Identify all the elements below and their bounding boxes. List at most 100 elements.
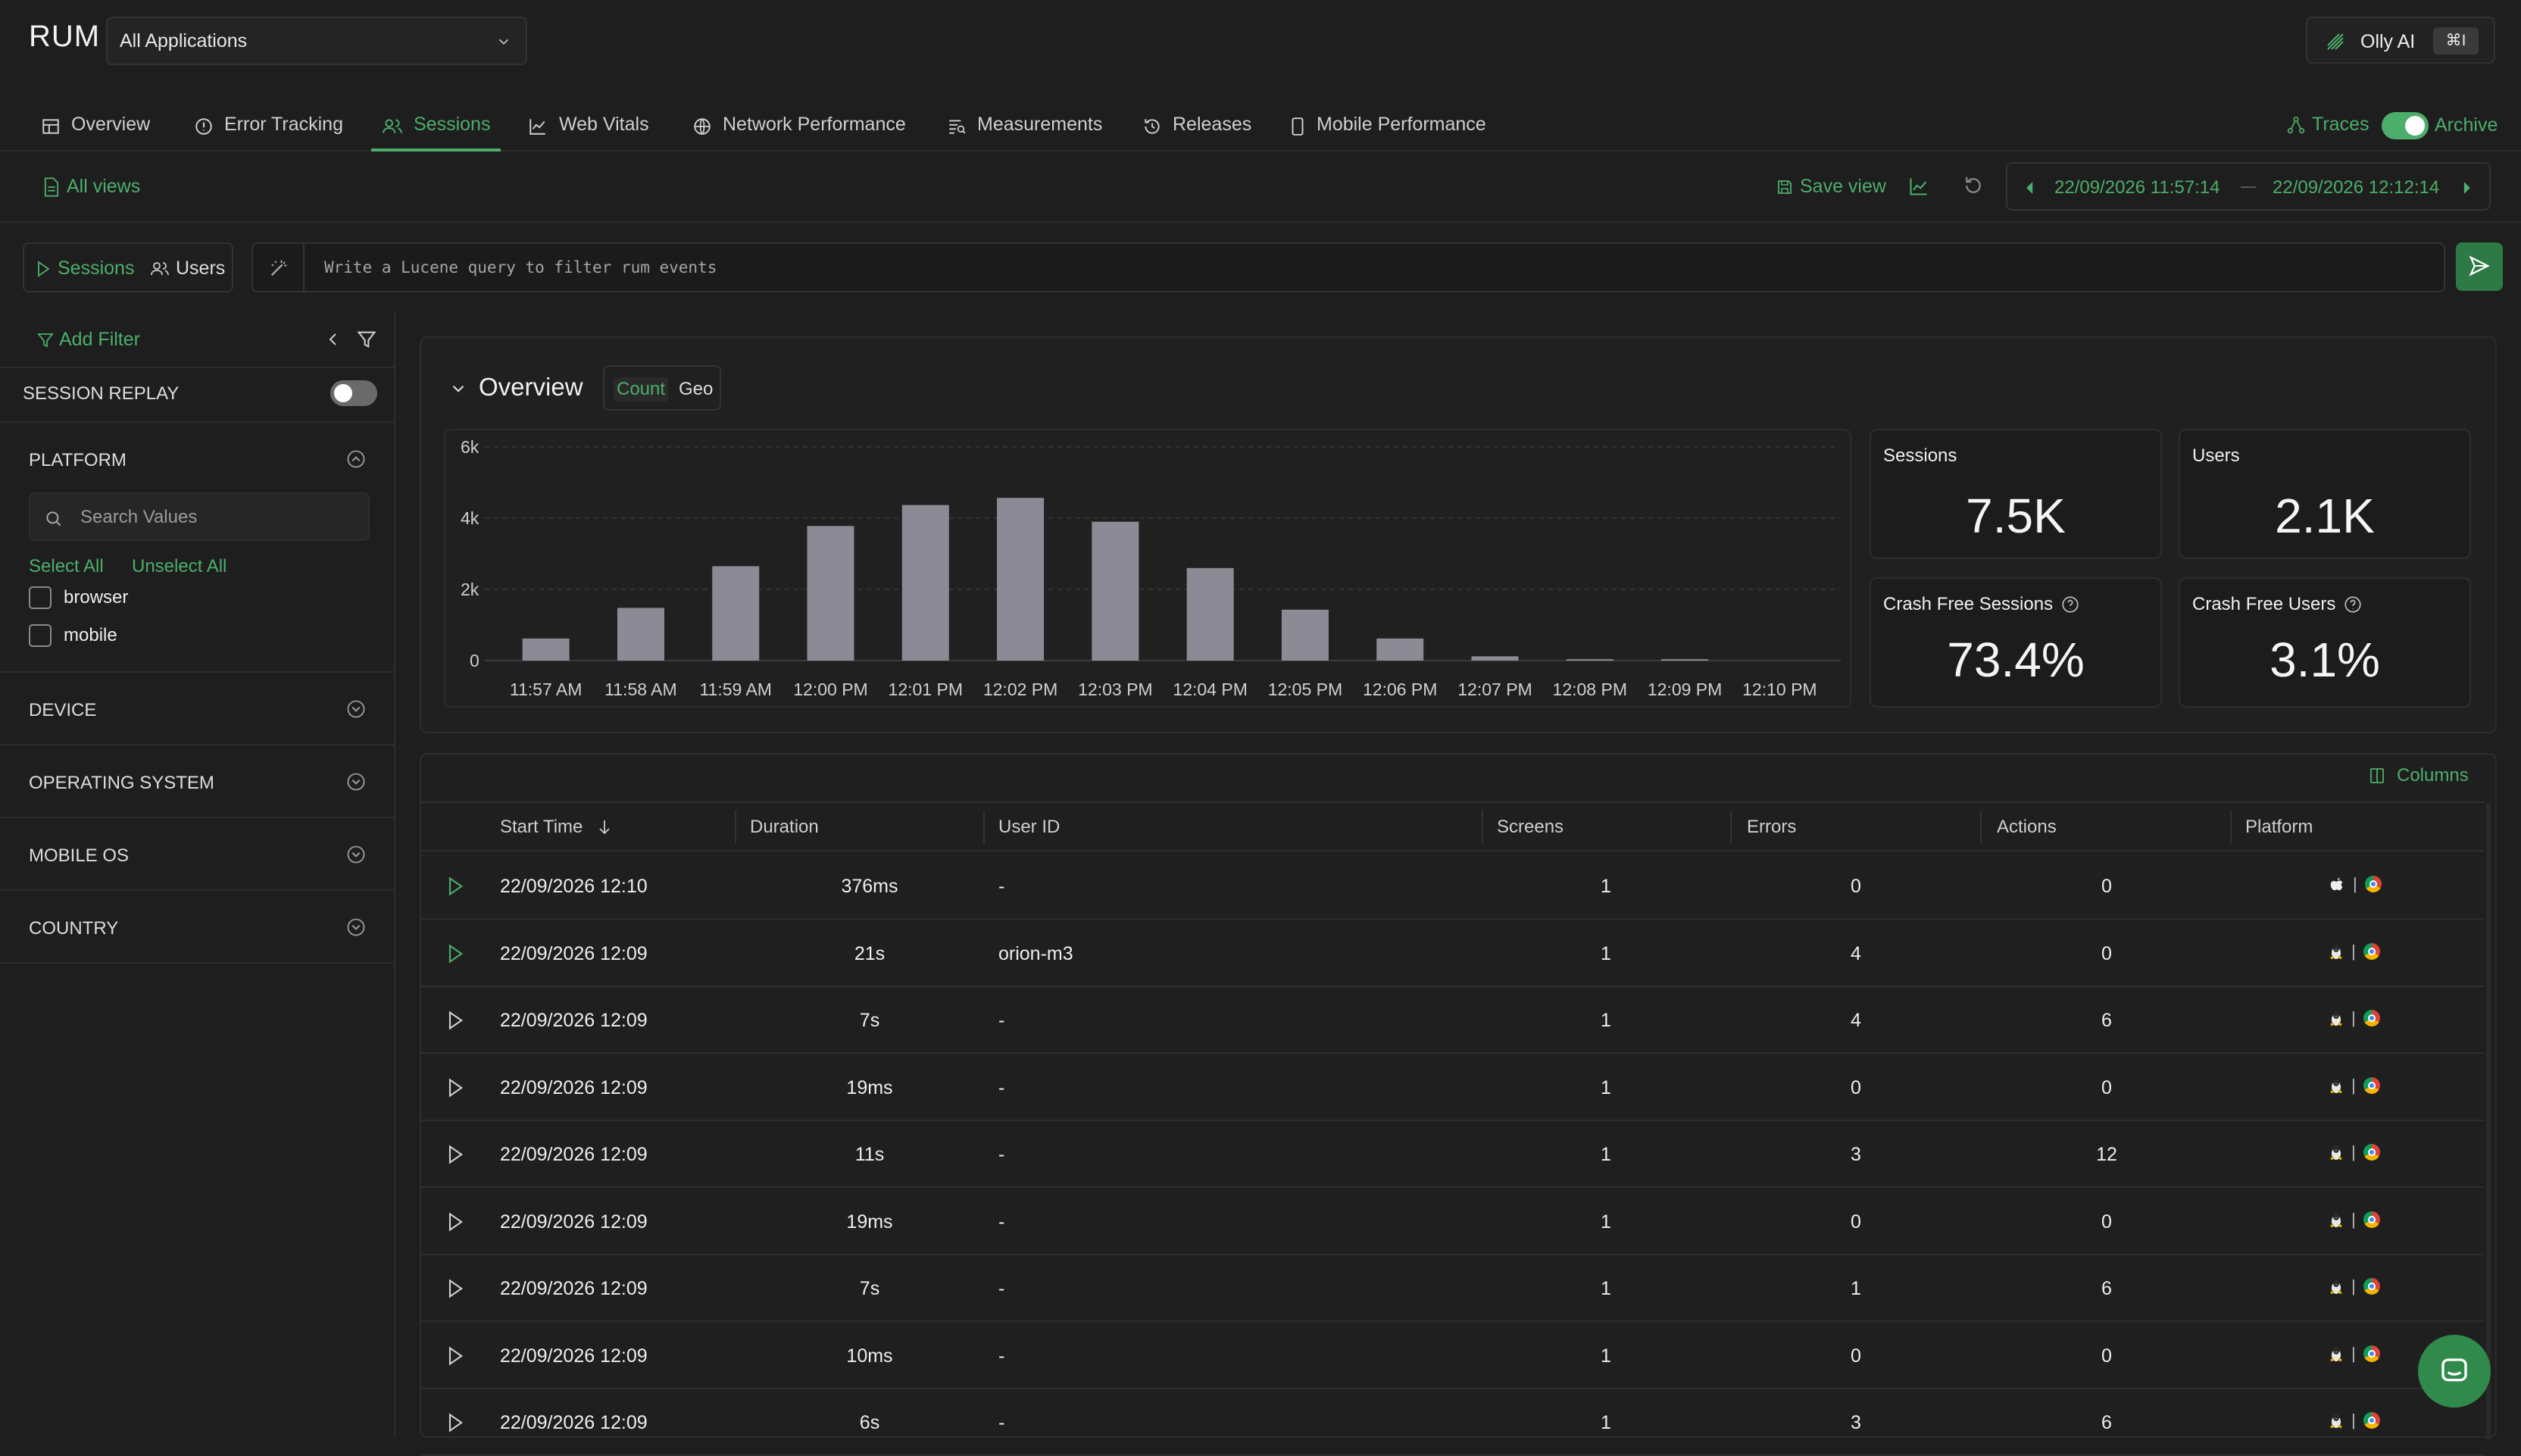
caret-left-icon[interactable] bbox=[2024, 180, 2036, 195]
table-row[interactable]: 22/09/2026 12:10 376ms - 1 0 0 | bbox=[421, 853, 2485, 920]
play-session-icon[interactable] bbox=[445, 943, 465, 964]
facet-country-label[interactable]: COUNTRY bbox=[29, 918, 119, 939]
arrow-down-icon[interactable] bbox=[596, 818, 613, 836]
col-platform[interactable]: Platform bbox=[2245, 817, 2313, 837]
table-row[interactable]: 22/09/2026 12:09 21s orion-m3 1 4 0 | bbox=[421, 920, 2485, 987]
tab-network-performance[interactable]: Network Performance bbox=[692, 114, 906, 152]
chevron-down-icon[interactable] bbox=[345, 698, 367, 720]
unselect-all-link[interactable]: Unselect All bbox=[132, 556, 227, 576]
chevron-down-icon[interactable] bbox=[345, 917, 367, 938]
facet-mobile-os-label[interactable]: MOBILE OS bbox=[29, 845, 130, 866]
tab-web-vitals[interactable]: Web Vitals bbox=[527, 114, 649, 152]
col-duration[interactable]: Duration bbox=[750, 817, 819, 837]
bar[interactable] bbox=[1566, 659, 1614, 661]
facet-device-label[interactable]: DEVICE bbox=[29, 700, 97, 720]
help-circle-icon[interactable] bbox=[2343, 595, 2363, 614]
table-row[interactable]: 22/09/2026 12:09 6s - 1 3 6 | bbox=[421, 1389, 2485, 1456]
table-row[interactable]: 22/09/2026 12:09 11s - 1 3 12 | bbox=[421, 1121, 2485, 1188]
facet-platform-label[interactable]: PLATFORM bbox=[29, 450, 127, 470]
table-row[interactable]: 22/09/2026 12:09 19ms - 1 0 0 | bbox=[421, 1055, 2485, 1121]
chevron-down-icon[interactable] bbox=[345, 771, 367, 792]
select-all-link[interactable]: Select All bbox=[29, 556, 104, 576]
platform-search-input[interactable] bbox=[79, 505, 351, 530]
collapse-sidebar-icon[interactable] bbox=[324, 330, 342, 348]
chart-toggle-icon[interactable] bbox=[1907, 176, 1930, 197]
play-session-icon[interactable] bbox=[445, 1412, 465, 1433]
time-to[interactable]: 22/09/2026 12:12:14 bbox=[2273, 177, 2440, 198]
chevron-up-icon[interactable] bbox=[345, 448, 367, 470]
bar[interactable] bbox=[1092, 521, 1139, 661]
chevron-down-icon[interactable] bbox=[345, 844, 367, 865]
tab-releases[interactable]: Releases bbox=[1142, 114, 1251, 152]
run-query-button[interactable] bbox=[2456, 242, 2503, 291]
chat-button[interactable] bbox=[2418, 1335, 2491, 1408]
count-option[interactable]: Count bbox=[614, 377, 669, 401]
col-start-time[interactable]: Start Time bbox=[500, 817, 613, 838]
columns-button[interactable]: Columns bbox=[2368, 765, 2469, 786]
application-selector[interactable]: All Applications bbox=[106, 17, 527, 65]
tab-error-tracking[interactable]: Error Tracking bbox=[194, 114, 343, 152]
bar[interactable] bbox=[1471, 656, 1519, 661]
play-session-icon[interactable] bbox=[445, 1211, 465, 1233]
play-session-icon[interactable] bbox=[445, 1077, 465, 1098]
checkbox[interactable] bbox=[29, 586, 52, 609]
play-session-icon[interactable] bbox=[445, 1010, 465, 1031]
reset-icon[interactable] bbox=[1962, 174, 1985, 197]
table-row[interactable]: 22/09/2026 12:09 19ms - 1 0 0 | bbox=[421, 1189, 2485, 1255]
bar[interactable] bbox=[1281, 609, 1329, 661]
tab-measurements[interactable]: Measurements bbox=[947, 114, 1102, 152]
col-divider[interactable] bbox=[1730, 811, 1732, 844]
collapse-overview-icon[interactable] bbox=[448, 379, 468, 398]
table-row[interactable]: 22/09/2026 12:09 10ms - 1 0 0 | bbox=[421, 1323, 2485, 1389]
play-session-icon[interactable] bbox=[445, 1144, 465, 1165]
save-view-button[interactable]: Save view bbox=[1776, 176, 1886, 198]
play-session-icon[interactable] bbox=[445, 1345, 465, 1367]
all-views-link[interactable]: All views bbox=[42, 176, 140, 198]
col-divider[interactable] bbox=[735, 811, 736, 844]
bar[interactable] bbox=[901, 505, 949, 661]
play-session-icon[interactable] bbox=[445, 1278, 465, 1299]
facet-operating-system-label[interactable]: OPERATING SYSTEM bbox=[29, 773, 214, 793]
archive-toggle[interactable] bbox=[2382, 112, 2429, 139]
platform-option-mobile[interactable]: mobile bbox=[29, 624, 117, 647]
table-scrollbar[interactable] bbox=[2486, 803, 2491, 1439]
tab-overview[interactable]: Overview bbox=[41, 114, 150, 152]
geo-option[interactable]: Geo bbox=[679, 379, 714, 399]
play-session-icon[interactable] bbox=[445, 876, 465, 897]
table-row[interactable]: 22/09/2026 12:09 7s - 1 1 6 | bbox=[421, 1255, 2485, 1322]
olly-ai-button[interactable]: Olly AI ⌘I bbox=[2306, 17, 2495, 64]
col-divider[interactable] bbox=[2230, 811, 2232, 844]
bar[interactable] bbox=[712, 566, 760, 661]
filter-icon[interactable] bbox=[356, 329, 377, 350]
col-divider[interactable] bbox=[1980, 811, 1982, 844]
bar[interactable] bbox=[807, 526, 854, 661]
bar[interactable] bbox=[522, 638, 570, 661]
help-circle-icon[interactable] bbox=[2060, 595, 2080, 614]
tab-sessions[interactable]: Sessions bbox=[370, 114, 501, 152]
time-range-picker[interactable]: 22/09/2026 11:57:14 22/09/2026 12:12:14 bbox=[2006, 162, 2491, 211]
col-divider[interactable] bbox=[983, 811, 985, 844]
col-actions[interactable]: Actions bbox=[1997, 817, 2057, 837]
bar[interactable] bbox=[1376, 638, 1424, 661]
table-row[interactable]: 22/09/2026 12:09 7s - 1 4 6 | bbox=[421, 987, 2485, 1054]
platform-option-browser[interactable]: browser bbox=[29, 586, 128, 609]
col-divider[interactable] bbox=[1482, 811, 1483, 844]
bar[interactable] bbox=[1661, 659, 1709, 661]
session-replay-toggle[interactable] bbox=[330, 380, 377, 406]
col-errors[interactable]: Errors bbox=[1747, 817, 1797, 837]
time-from[interactable]: 22/09/2026 11:57:14 bbox=[2054, 177, 2220, 198]
lucene-query-input[interactable] bbox=[323, 253, 2368, 282]
checkbox[interactable] bbox=[29, 624, 52, 647]
add-filter-button[interactable]: Add Filter bbox=[36, 329, 140, 351]
users-option[interactable]: Users bbox=[150, 258, 225, 280]
col-user-id[interactable]: User ID bbox=[998, 817, 1061, 837]
caret-right-icon[interactable] bbox=[2460, 180, 2473, 195]
tab-mobile-performance[interactable]: Mobile Performance bbox=[1289, 114, 1486, 152]
bar[interactable] bbox=[1186, 567, 1234, 661]
magic-wand-button[interactable] bbox=[253, 244, 305, 291]
sessions-option[interactable]: Sessions bbox=[35, 258, 134, 280]
col-screens[interactable]: Screens bbox=[1497, 817, 1564, 837]
traces-link[interactable]: Traces bbox=[2286, 114, 2369, 136]
bar[interactable] bbox=[617, 608, 664, 661]
bar[interactable] bbox=[997, 498, 1045, 661]
